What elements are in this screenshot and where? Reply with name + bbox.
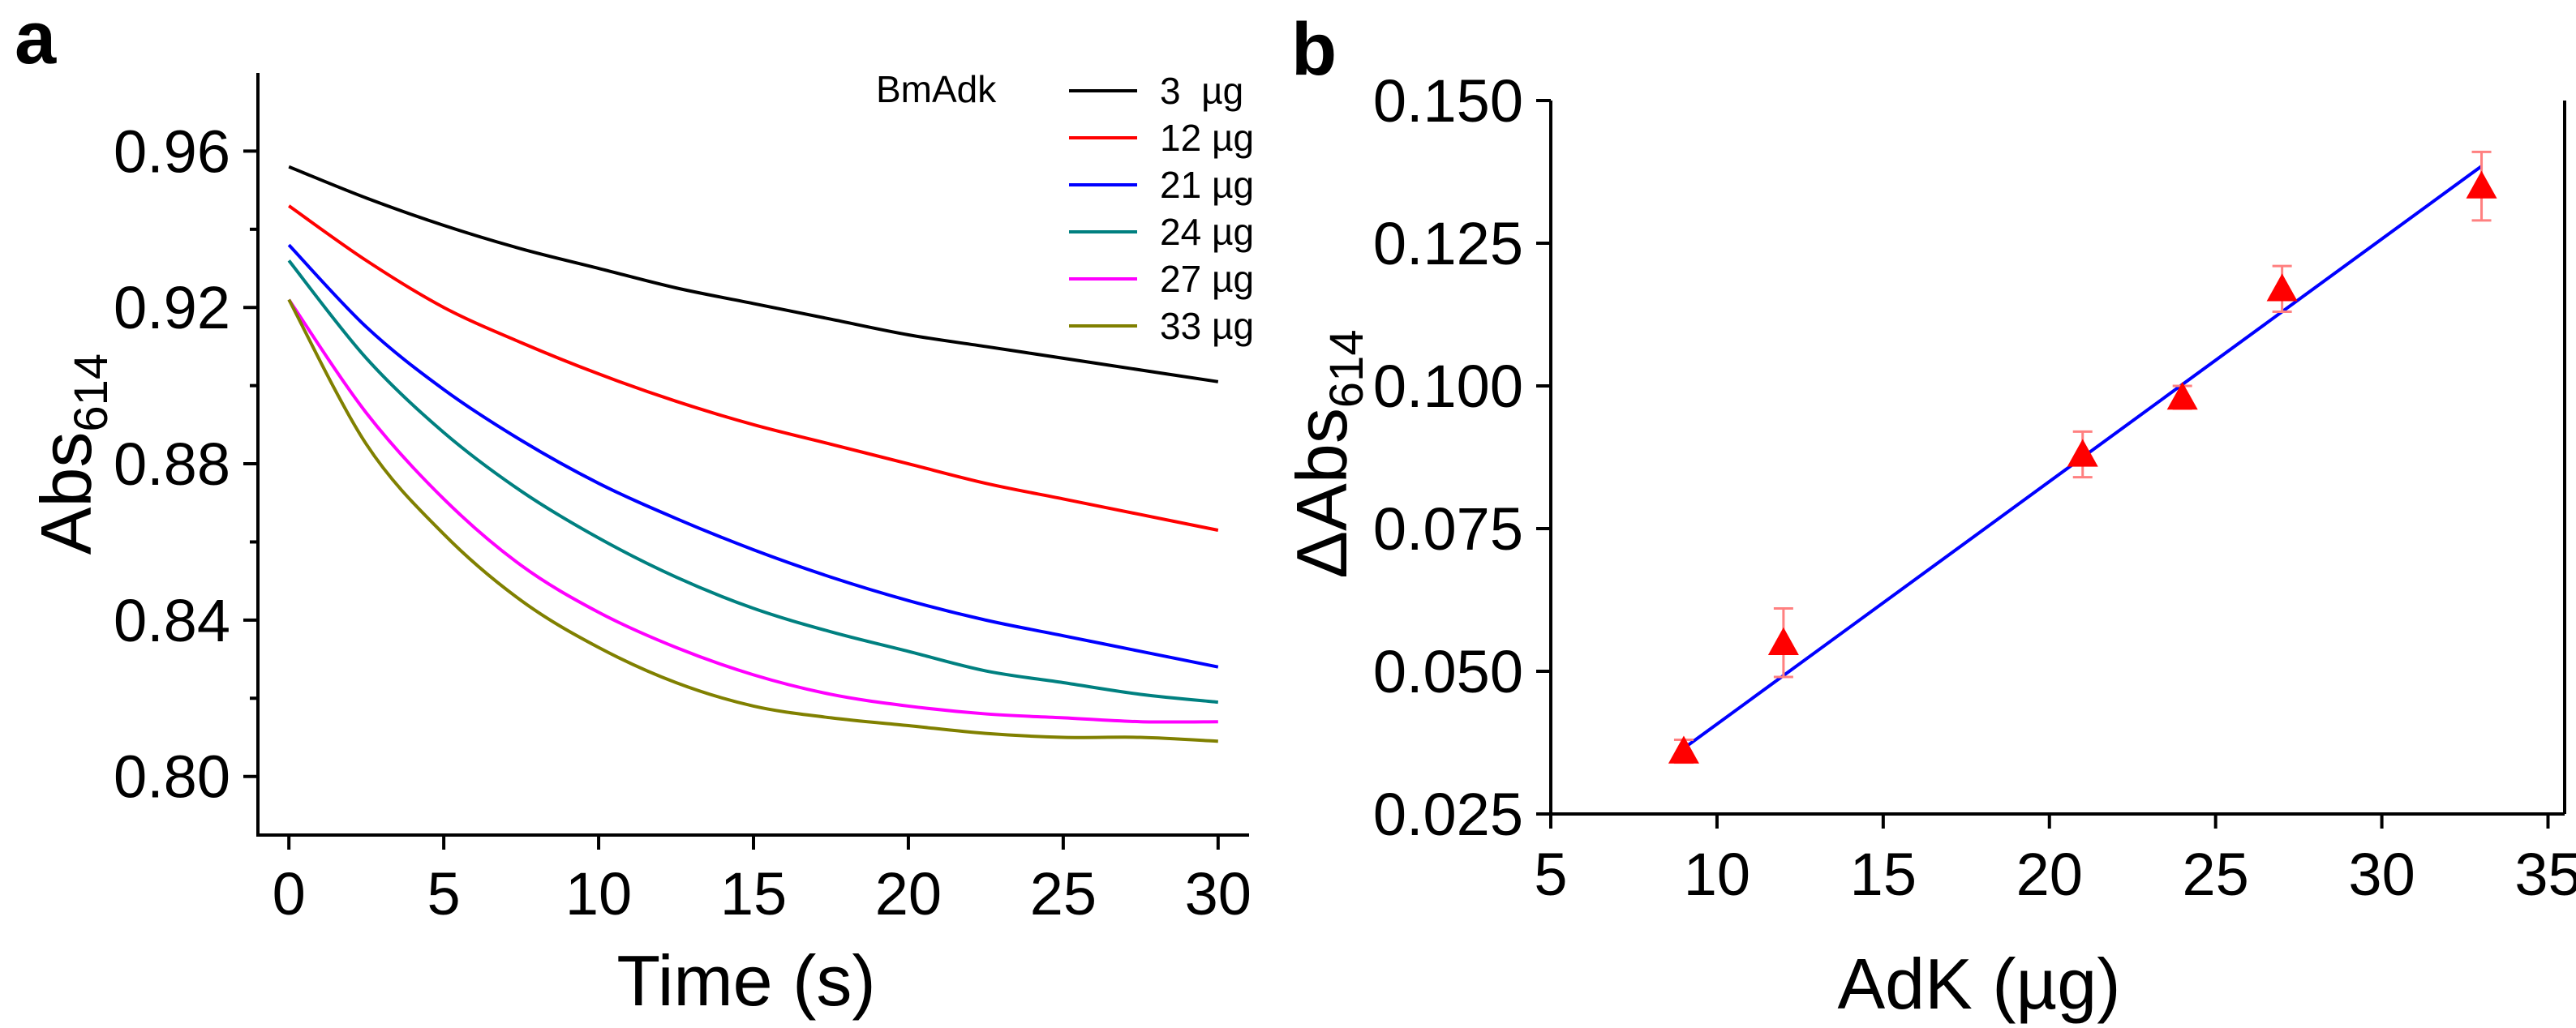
panel-b-y-axis-label-sub: 614 <box>1320 329 1373 408</box>
data-point-21 <box>2067 439 2098 467</box>
panel-a-ticks: 0 5 10 15 20 25 30 0.80 0.84 0.88 0.92 0.96 <box>114 118 1252 927</box>
x-tick-label-10: 10 <box>1684 841 1750 908</box>
x-tick-label-20: 20 <box>2016 841 2083 908</box>
x-tick-label-0: 0 <box>273 860 306 927</box>
series-line-24-g <box>287 259 1219 705</box>
panel-b-label: b <box>1291 8 1337 91</box>
panel-b-y-axis-label: ΔAbs614 <box>1282 329 1373 578</box>
y-tick-label-0.025: 0.025 <box>1373 781 1523 848</box>
panel-b-x-axis-label: AdK (µg) <box>1837 944 2120 1024</box>
panel-a-series-group <box>287 165 1219 743</box>
y-tick-label-0.80: 0.80 <box>114 743 230 811</box>
x-tick-label-20: 20 <box>875 860 942 927</box>
legend-label-27-g: 27 µg <box>1160 258 1254 300</box>
panel-a-chart: a 0 5 10 15 20 25 30 0.80 0.84 0.88 0.92 0.96 Time … <box>15 0 1254 1021</box>
data-point-24 <box>2166 382 2198 410</box>
data-point-12 <box>1767 627 1799 655</box>
panel-b-ticks: 5 10 15 20 25 30 35 0.025 0.050 0.075 0.100 0.125 0.… <box>1373 67 2576 908</box>
series-line-12-g <box>288 204 1219 532</box>
y-tick-label-0.150: 0.150 <box>1373 67 1523 135</box>
legend-label-33-g: 33 µg <box>1160 305 1254 347</box>
legend-label-12-g: 12 µg <box>1160 117 1254 159</box>
x-tick-label-5: 5 <box>427 860 461 927</box>
panel-a-axes <box>256 73 1249 837</box>
panel-b-axis-frame <box>1549 101 2565 816</box>
x-tick-label-5: 5 <box>1534 841 1567 908</box>
panel-a-y-axis-label: Abs614 <box>26 353 118 555</box>
panel-a-y-axis-label-main: Abs <box>26 432 106 555</box>
y-tick-label-0.125: 0.125 <box>1373 210 1523 277</box>
series-line-27-g <box>287 298 1218 724</box>
y-tick-label-0.050: 0.050 <box>1373 638 1523 705</box>
x-tick-label-25: 25 <box>2183 841 2249 908</box>
series-line-3-g <box>288 165 1219 383</box>
data-point-27 <box>2266 273 2298 302</box>
series-line-33-g <box>287 298 1218 743</box>
x-tick-label-15: 15 <box>1850 841 1917 908</box>
y-tick-label-0.84: 0.84 <box>114 587 230 654</box>
data-point-33 <box>2466 170 2497 199</box>
panel-b-y-axis-label-main: ΔAbs <box>1282 408 1362 578</box>
x-tick-label-10: 10 <box>565 860 632 927</box>
y-tick-label-0.88: 0.88 <box>114 430 230 498</box>
panel-b-chart: b 5 10 15 20 25 30 35 0.025 0.050 0.075 0.100 0.125… <box>1282 8 2576 1024</box>
panel-a-x-axis-label: Time (s) <box>616 940 875 1021</box>
legend-label-3-g: 3 µg <box>1160 70 1243 112</box>
panel-a-legend: BmAdk 3 µg 12 µg 21 µg 24 µg 27 µg 33 µg <box>876 68 1254 347</box>
panel-a-axis-frame <box>256 73 1249 837</box>
data-point-9 <box>1668 735 1699 764</box>
legend-title: BmAdk <box>876 68 997 110</box>
x-tick-label-35: 35 <box>2514 841 2576 908</box>
y-tick-label-0.075: 0.075 <box>1373 495 1523 563</box>
y-tick-label-0.96: 0.96 <box>114 118 230 185</box>
x-tick-label-30: 30 <box>1185 860 1252 927</box>
x-tick-label-30: 30 <box>2348 841 2415 908</box>
y-tick-label-0.92: 0.92 <box>114 274 230 341</box>
series-line-21-g <box>287 243 1219 669</box>
x-tick-label-15: 15 <box>720 860 787 927</box>
panel-a-y-axis-label-sub: 614 <box>65 353 118 432</box>
panel-b-points-group <box>1668 150 2497 765</box>
panel-a-label: a <box>15 0 57 79</box>
legend-label-21-g: 21 µg <box>1160 164 1254 206</box>
y-tick-label-0.100: 0.100 <box>1373 353 1523 420</box>
panel-b-axes <box>1549 101 2566 816</box>
legend-label-24-g: 24 µg <box>1160 211 1254 253</box>
x-tick-label-25: 25 <box>1030 860 1097 927</box>
